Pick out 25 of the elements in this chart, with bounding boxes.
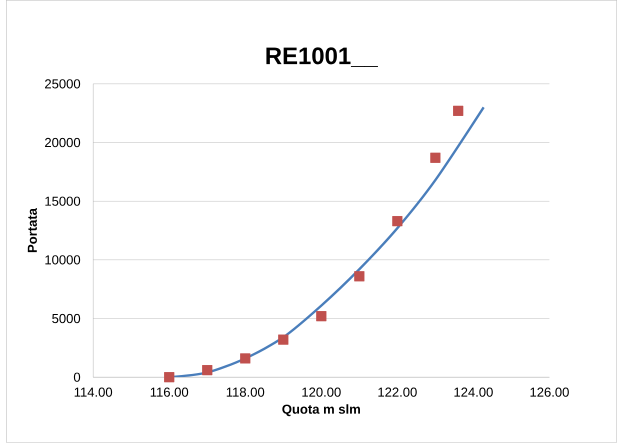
- y-tick-label: 25000: [45, 79, 80, 89]
- point: [316, 311, 326, 322]
- point: [430, 152, 440, 164]
- y-tick-label: 10000: [45, 255, 80, 265]
- point: [240, 354, 250, 364]
- y-tick-label: 5000: [52, 314, 80, 324]
- x-tick-label: 122.00: [378, 388, 417, 397]
- y-tick-label: 20000: [45, 138, 80, 148]
- point: [453, 106, 464, 116]
- x-tick-label: 120.00: [302, 388, 341, 397]
- x-tick-label: 114.00: [74, 388, 112, 397]
- y-tick-label: 0: [74, 372, 80, 382]
- point: [164, 372, 174, 382]
- chart-title: RE1001__: [266, 48, 378, 68]
- point: [354, 271, 364, 282]
- point: [278, 334, 288, 345]
- point: [202, 365, 212, 376]
- x-tick-label: 126.00: [530, 388, 569, 397]
- x-axis-title: Quota m slm: [282, 404, 360, 416]
- y-axis-title: Portata: [28, 208, 37, 252]
- x-tick-label: 118.00: [226, 388, 264, 397]
- y-tick-label: 15000: [45, 196, 80, 206]
- x-tick-label: 124.00: [454, 388, 493, 397]
- x-tick-label: 116.00: [150, 388, 188, 397]
- point: [392, 216, 402, 226]
